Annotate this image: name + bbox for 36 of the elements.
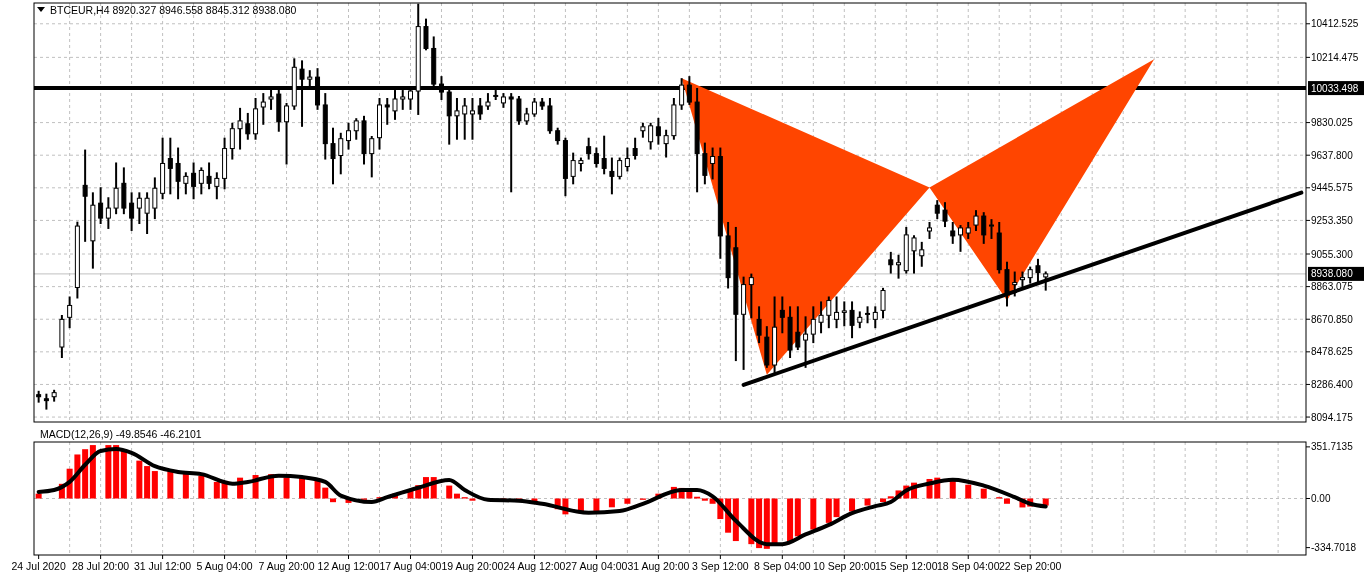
y-tick-label: 351.7135	[1311, 441, 1354, 453]
x-tick-label: 31 Jul 12:00	[133, 560, 192, 572]
chart-title: MACD(12,26,9) -49.8546 -46.2101	[40, 428, 202, 440]
y-tick-label: 8286.400	[1311, 378, 1354, 390]
x-tick-label: 28 Jul 20:00	[72, 560, 130, 572]
y-tick-label: 9637.800	[1311, 149, 1354, 161]
x-tick-label: 10 Sep 20:00	[813, 560, 876, 572]
y-tick-label: 8863.075	[1311, 281, 1354, 293]
y-tick-label: 10214.475	[1311, 51, 1359, 63]
x-tick-label: 12 Aug 12:00	[317, 560, 380, 572]
x-tick-label: 19 Aug 20:00	[441, 560, 504, 572]
x-tick-label: 24 Aug 12:00	[503, 560, 566, 572]
x-tick-label: 18 Sep 04:00	[937, 560, 1000, 572]
chart-title: BTCEUR,H4 8920.327 8946.558 8845.312 8938.080	[50, 4, 297, 16]
x-tick-label: 7 Aug 20:00	[258, 560, 315, 572]
x-tick-label: 5 Aug 04:00	[196, 560, 253, 572]
ref-line-label: 8938.080	[1311, 268, 1354, 280]
x-tick-label: 27 Aug 04:00	[565, 560, 628, 572]
x-tick-label: 22 Sep 20:00	[998, 560, 1062, 572]
y-tick-label: 8094.175	[1311, 411, 1354, 423]
y-tick-label: 8478.625	[1311, 346, 1354, 358]
x-tick-label: 15 Sep 12:00	[875, 560, 938, 572]
ref-line-label: 10033.498	[1311, 82, 1359, 94]
y-tick-label: 9445.575	[1311, 182, 1354, 194]
x-tick-label: 8 Sep 04:00	[754, 560, 811, 572]
y-tick-label: 8670.850	[1311, 313, 1354, 325]
y-tick-label: 10412.525	[1311, 18, 1359, 30]
y-tick-label: 9055.300	[1311, 248, 1354, 260]
x-tick-label: 31 Aug 20:00	[627, 560, 690, 572]
x-tick-label: 24 Jul 2020	[11, 560, 66, 572]
y-tick-label: -334.7018	[1311, 542, 1357, 554]
x-tick-label: 17 Aug 04:00	[379, 560, 442, 572]
y-tick-label: 0.00	[1311, 493, 1331, 504]
x-tick-label: 3 Sep 12:00	[692, 560, 749, 572]
y-tick-label: 9830.025	[1311, 117, 1354, 129]
y-tick-label: 9253.350	[1311, 214, 1354, 226]
